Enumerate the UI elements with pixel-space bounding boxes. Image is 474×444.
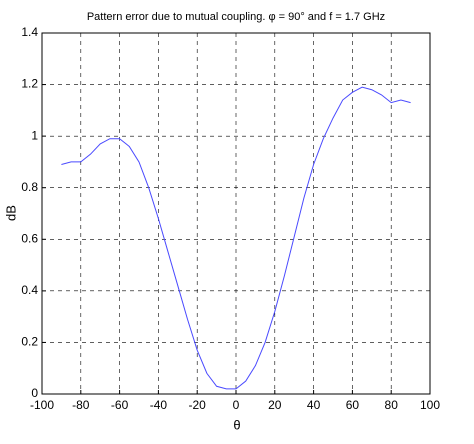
- y-tick-label: 0.8: [21, 180, 38, 194]
- data-line: [61, 86, 411, 390]
- x-tick-label: -60: [111, 398, 129, 412]
- y-tick-label: 1.4: [21, 25, 38, 39]
- y-tick-label: 1.2: [21, 77, 38, 91]
- x-tick-label: 40: [307, 398, 321, 412]
- y-tick-label: 0.4: [21, 283, 38, 297]
- y-tick-label: 0: [31, 386, 38, 400]
- y-tick-label: 0.2: [21, 335, 38, 349]
- y-axis-label: dB: [3, 205, 18, 221]
- x-tick-label: 0: [233, 398, 240, 412]
- x-tick-label: 60: [346, 398, 360, 412]
- y-tick-label: 1: [31, 128, 38, 142]
- x-tick-label: -80: [72, 398, 90, 412]
- chart-title: Pattern error due to mutual coupling. φ …: [87, 11, 385, 23]
- x-tick-label: 100: [420, 398, 440, 412]
- x-tick-label: -100: [30, 398, 54, 412]
- y-tick-label: 0.6: [21, 231, 38, 245]
- x-axis-label: θ: [233, 417, 240, 432]
- plot-frame: [41, 32, 431, 395]
- x-tick-label: 80: [385, 398, 399, 412]
- x-tick-label: -40: [150, 398, 168, 412]
- x-tick-label: -20: [189, 398, 207, 412]
- x-tick-label: 20: [268, 398, 282, 412]
